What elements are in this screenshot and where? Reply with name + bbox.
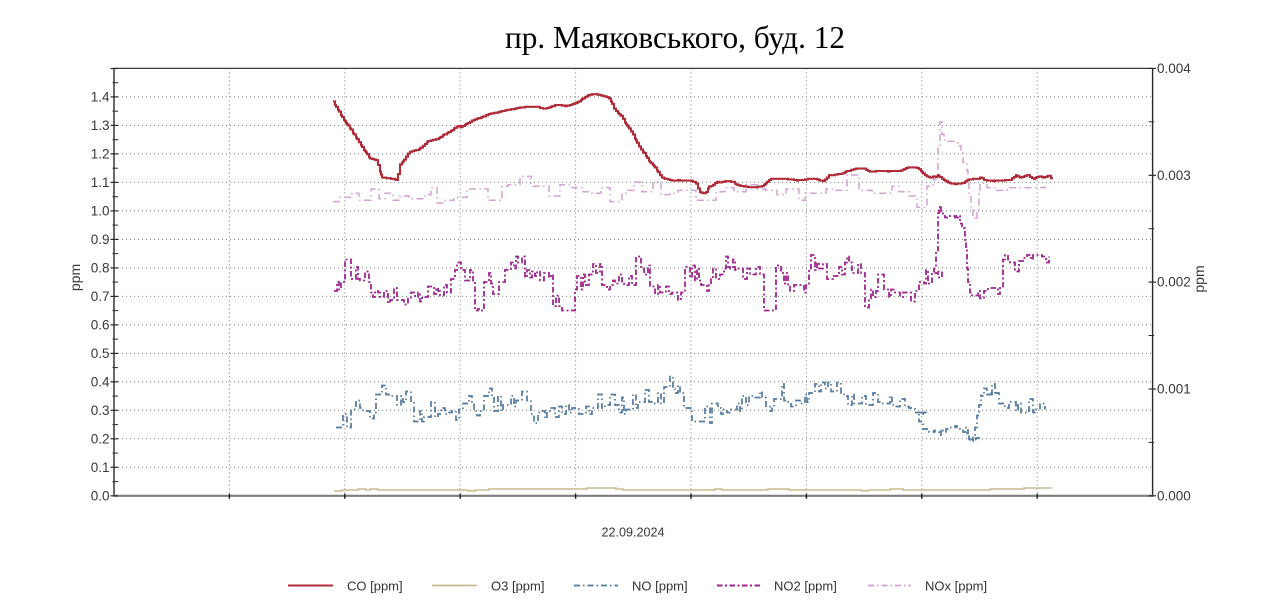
svg-text:0.002: 0.002 <box>1157 275 1191 290</box>
svg-text:0.004: 0.004 <box>1157 61 1191 76</box>
svg-text:пр. Маяковського, буд. 12: пр. Маяковського, буд. 12 <box>505 20 845 55</box>
svg-text:0.3: 0.3 <box>91 403 110 418</box>
svg-text:CO [ppm]: CO [ppm] <box>347 579 403 594</box>
svg-text:0.6: 0.6 <box>91 317 110 332</box>
svg-text:0.7: 0.7 <box>91 289 110 304</box>
svg-text:0.1: 0.1 <box>91 460 110 475</box>
svg-text:NOx [ppm]: NOx [ppm] <box>925 579 987 594</box>
svg-text:0.5: 0.5 <box>91 346 110 361</box>
svg-text:0.001: 0.001 <box>1157 382 1191 397</box>
svg-text:ppm: ppm <box>67 264 83 291</box>
svg-text:0.003: 0.003 <box>1157 168 1191 183</box>
svg-text:0.8: 0.8 <box>91 260 110 275</box>
svg-text:0.9: 0.9 <box>91 232 110 247</box>
svg-text:O3 [ppm]: O3 [ppm] <box>491 579 544 594</box>
svg-text:NO2 [ppm]: NO2 [ppm] <box>774 579 837 594</box>
svg-text:1.0: 1.0 <box>91 203 110 218</box>
svg-text:NO [ppm]: NO [ppm] <box>632 579 688 594</box>
svg-text:0.4: 0.4 <box>91 374 110 389</box>
svg-text:1.1: 1.1 <box>91 175 110 190</box>
svg-text:0.0: 0.0 <box>91 488 110 503</box>
svg-text:22.09.2024: 22.09.2024 <box>601 526 664 540</box>
svg-text:1.2: 1.2 <box>91 146 110 161</box>
svg-text:1.3: 1.3 <box>91 118 110 133</box>
svg-text:0.2: 0.2 <box>91 431 110 446</box>
svg-text:ppm: ppm <box>1191 265 1207 292</box>
svg-text:0.000: 0.000 <box>1157 488 1191 503</box>
svg-text:1.4: 1.4 <box>91 89 110 104</box>
